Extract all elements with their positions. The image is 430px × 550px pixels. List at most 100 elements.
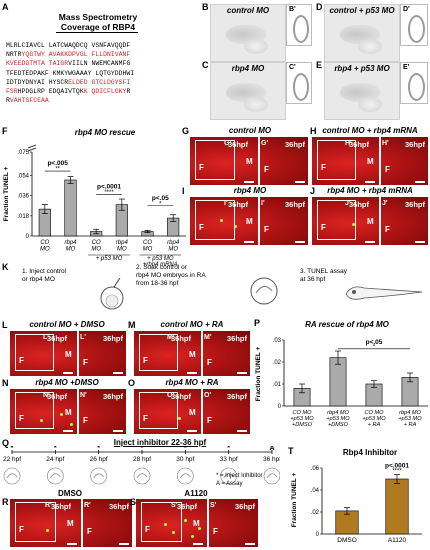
embryo-label-e: rbp4 + p53 MO	[334, 64, 390, 73]
q-title: Inject inhibitor 22-36 hpf	[113, 438, 207, 447]
marker-m: M	[367, 217, 374, 226]
panel-s-title: A1120	[184, 489, 208, 498]
x-tick-label: rbp4 MO	[327, 410, 349, 416]
panel-label-q: Q	[2, 438, 10, 448]
sequence-line: KVEEDGTMTA TAIGRVIILN NWEMCANMFG	[6, 59, 191, 68]
x-tick-label: MO	[168, 247, 178, 253]
marker-f: F	[264, 165, 269, 174]
scale-bar	[237, 372, 247, 374]
bar	[64, 179, 77, 237]
sub-panel-divider	[81, 499, 83, 547]
timeline-embryo	[47, 467, 64, 485]
marker-f: F	[143, 355, 148, 365]
timeline-label: 28 hpf	[133, 456, 151, 463]
q-legend-assay: A = Assay	[216, 481, 243, 487]
panel-label-t: T	[288, 446, 294, 456]
sub-panel-divider	[258, 137, 260, 185]
timeline-embryo-body	[266, 473, 278, 479]
sig-label: p<.0001	[385, 462, 409, 469]
k-embryo-injection-diagram	[100, 278, 124, 310]
zoom-box-label: S'	[171, 502, 178, 509]
inject-marker: *	[141, 446, 144, 452]
zoom-box	[195, 200, 235, 240]
embryo-inset-e: E'	[400, 62, 428, 104]
timepoint-label: 36hpf	[284, 200, 305, 209]
tunel-image-s: S' F M 36hpf S' 36hpf F	[136, 499, 258, 547]
panel-label-a: A	[2, 2, 9, 12]
tunel-positive-cell	[46, 529, 49, 532]
sub-panel-divider	[201, 389, 203, 434]
x-tick-label: MO	[91, 247, 101, 253]
marker-m: M	[189, 349, 196, 359]
sub-panel-divider	[258, 197, 260, 245]
marker-m: M	[189, 407, 196, 417]
panel-o-title: rbp4 MO + RA	[165, 378, 219, 387]
panel-a-title-line2: Coverage of RBP4	[60, 22, 136, 32]
embryo-yolk	[358, 96, 382, 113]
timeline-embryo	[263, 467, 280, 485]
scale-bar	[63, 372, 73, 374]
marker-m: M	[65, 349, 72, 359]
axis-break	[27, 147, 37, 152]
embryo-inset-label: D'	[403, 6, 410, 13]
sub-panel-divider	[77, 389, 79, 434]
scale-bar	[187, 372, 197, 374]
timeline-label: 33 hpf	[220, 456, 238, 463]
step-line: 3. TUNEL assay	[300, 268, 347, 275]
zoom-box-label: G'	[224, 140, 232, 147]
sequence-segment: MLRLCIAVCL LATCWAQDCQ VSNFAVQQDF	[6, 42, 131, 49]
zoom-box-label: R'	[45, 502, 52, 509]
group-label: + p53 MO	[147, 256, 174, 262]
panel-label-m: M	[128, 320, 136, 330]
sequence-segment: NRTR	[6, 51, 22, 59]
marker-f: F	[385, 225, 390, 234]
panel-m-title: control MO + RA	[160, 320, 224, 329]
timeline-embryo-body	[6, 473, 18, 479]
x-tick-label: MO	[66, 247, 76, 253]
sub-panel-label: M'	[204, 334, 212, 341]
scale-bar	[244, 241, 254, 243]
tunel-image-h: H' F M 36hpf H' 36hpf F	[312, 137, 428, 185]
step-line: 2. Soak control or	[136, 264, 187, 271]
timepoint-label: 36hpf	[228, 200, 249, 209]
sig-label: p<.05	[366, 339, 383, 346]
x-tick-label: +p53 MO	[326, 416, 350, 422]
marker-f: F	[19, 525, 24, 534]
tunel-positive-cell	[60, 413, 63, 416]
panel-label-f: F	[2, 126, 8, 136]
embryo-curl	[293, 15, 309, 43]
embryo-yolk	[358, 38, 382, 55]
panel-j-title: rbp4 MO + rbp4 mRNA	[327, 186, 413, 195]
timepoint-label: 36hpf	[228, 140, 249, 149]
panel-l-title: control MO + DMSO	[29, 320, 105, 329]
sub-panel-divider	[379, 137, 381, 185]
timeline-embryo	[220, 467, 237, 485]
sub-panel-label: H'	[382, 140, 389, 147]
timepoint-label: 36hpf	[108, 502, 129, 511]
embryo-curl	[407, 15, 425, 43]
panel-i-title: rbp4 MO	[233, 186, 267, 195]
sequence-line: RVAHTGFCEAA	[6, 96, 191, 105]
sequence-covered-peptide: KVEEDGTMTA TAIGR	[6, 60, 69, 68]
chart-t-svg: .06 .04 .02 0 DMSO A1120 Fraction TUNEL + p<.00…	[291, 462, 422, 544]
x-tick-label: + RA	[368, 422, 381, 428]
sig-bracket-3-label: p<.05	[152, 195, 169, 202]
sequence-segment: HPDGLRP EDQAIVTQK	[17, 88, 84, 96]
sub-panel-divider	[207, 499, 209, 547]
assay-marker: A	[269, 446, 274, 452]
sub-panel-label: G'	[261, 140, 269, 147]
panel-n-title: rbp4 MO +DMSO	[35, 378, 99, 387]
step-line: 1. Inject control	[22, 268, 67, 275]
y-tick-label: .01	[273, 382, 282, 388]
sig-bracket-2-stars: ****	[104, 190, 114, 196]
sequence-line: MLRLCIAVCL LATCWAQDCQ VSNFAVQQDF	[6, 41, 191, 50]
scale-bar	[63, 430, 73, 432]
x-tick-label: +p53 MO	[290, 416, 314, 422]
timepoint-label: 36hpf	[171, 334, 192, 343]
zoom-box	[139, 392, 178, 429]
x-tick-label: DMSO	[337, 537, 357, 544]
inject-marker: *	[227, 446, 230, 452]
sequence-line: IDTDYDNYAI HYSCRELDED GTCLDGYSFI	[6, 78, 191, 87]
y-tick-label: .075	[17, 150, 29, 156]
